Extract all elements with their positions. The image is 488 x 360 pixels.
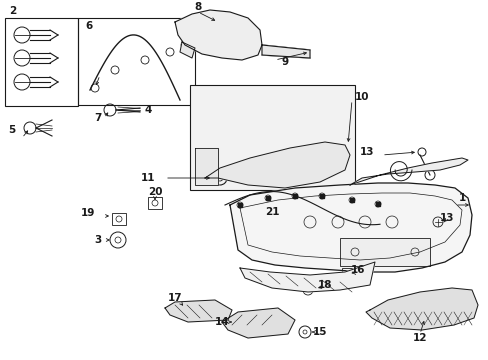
Text: 19: 19: [81, 208, 95, 218]
Polygon shape: [195, 148, 218, 185]
Bar: [148, 197, 162, 209]
Text: 15: 15: [312, 327, 326, 337]
Text: 7: 7: [94, 113, 102, 123]
Polygon shape: [262, 45, 309, 58]
Text: 5: 5: [8, 125, 16, 135]
Text: 13: 13: [359, 147, 373, 157]
Polygon shape: [222, 308, 294, 338]
Text: 12: 12: [412, 333, 427, 343]
Polygon shape: [349, 158, 467, 185]
Text: 3: 3: [94, 235, 102, 245]
Text: 16: 16: [350, 265, 365, 275]
Bar: [339, 238, 429, 266]
Polygon shape: [204, 142, 349, 188]
Text: 11: 11: [141, 173, 155, 183]
Text: 18: 18: [317, 280, 331, 290]
Text: 6: 6: [85, 21, 92, 31]
Text: 17: 17: [167, 293, 182, 303]
Text: 2: 2: [9, 6, 17, 16]
Text: 21: 21: [264, 207, 279, 217]
Text: 4: 4: [144, 105, 151, 115]
Text: 20: 20: [147, 187, 162, 197]
Polygon shape: [365, 288, 477, 330]
Bar: [112, 213, 126, 225]
Bar: [341, 268, 351, 278]
Text: 10: 10: [354, 92, 368, 102]
Bar: [78, 18, 195, 105]
Text: 13: 13: [439, 213, 453, 223]
Text: 1: 1: [457, 193, 465, 203]
Text: 9: 9: [281, 57, 288, 67]
Text: 8: 8: [194, 2, 201, 12]
Polygon shape: [164, 300, 231, 322]
Text: 14: 14: [214, 317, 229, 327]
Polygon shape: [180, 42, 195, 58]
Bar: [190, 85, 354, 190]
Polygon shape: [240, 262, 374, 292]
Bar: [5, 18, 78, 106]
Polygon shape: [175, 10, 262, 60]
Polygon shape: [229, 183, 471, 272]
